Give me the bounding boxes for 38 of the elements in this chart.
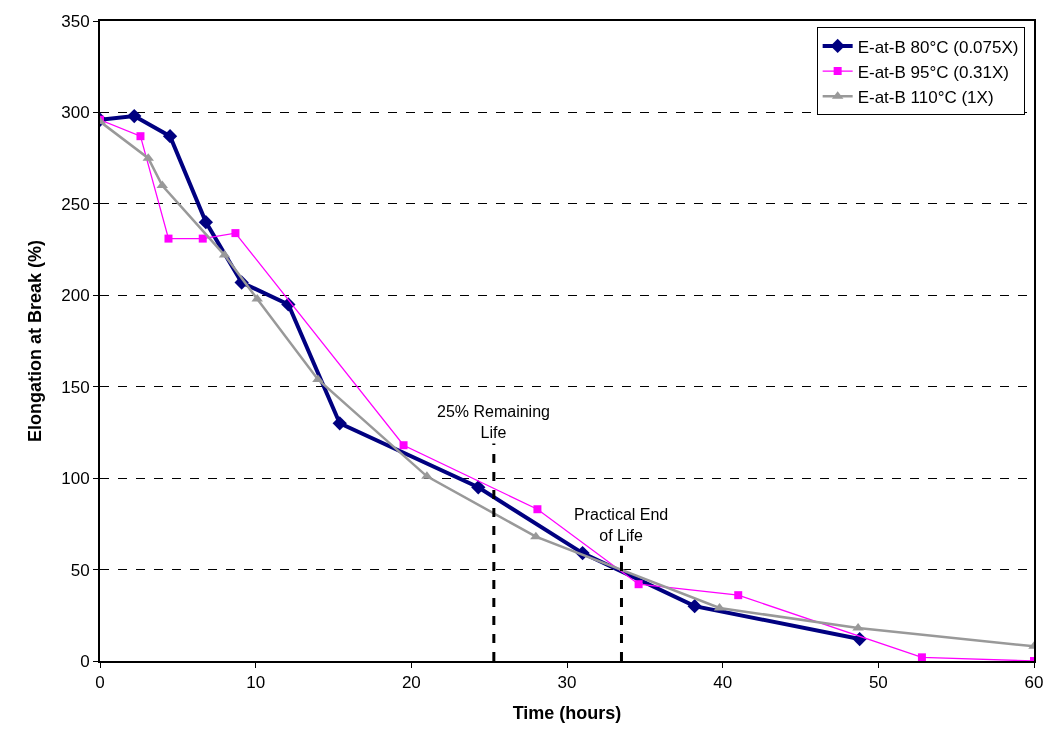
point (136, 132, 145, 141)
y-tick-label: 350 (61, 11, 90, 31)
point (399, 441, 408, 450)
y-tick-label: 100 (61, 469, 90, 489)
x-tick-label: 40 (713, 673, 733, 693)
point (164, 234, 173, 243)
x-tick-label: 10 (246, 673, 266, 693)
y-tick-label: 200 (61, 286, 90, 306)
ref-line-label: Practical End of Life (574, 506, 669, 544)
legend-label: E-at-B 110°C (1X) (857, 87, 994, 107)
x-tick-label: 30 (557, 673, 577, 693)
point (917, 653, 926, 661)
y-axis-title: Elongation at Break (%) (24, 239, 45, 443)
point (231, 229, 240, 238)
point (127, 108, 142, 124)
point (530, 531, 542, 540)
point (198, 234, 207, 243)
x-axis-title: Time (hours) (512, 703, 622, 723)
x-tick-label: 50 (868, 673, 888, 693)
point (533, 505, 542, 514)
y-tick-label: 250 (61, 194, 90, 214)
legend-label: E-at-B 80°C (0.075X) (857, 37, 1019, 57)
point (734, 591, 743, 600)
ref-line-label: 25% Remaining Life (437, 403, 550, 441)
x-tick-label: 0 (95, 673, 105, 693)
y-tick-label: 150 (61, 377, 90, 397)
point (471, 480, 486, 495)
x-tick-label: 20 (401, 673, 421, 693)
y-tick-label: 0 (80, 651, 90, 671)
x-tick-label: 60 (1024, 673, 1044, 693)
point (162, 129, 178, 144)
y-tick-label: 300 (61, 103, 90, 123)
point (687, 598, 702, 614)
point (634, 580, 643, 589)
y-tick-label: 50 (70, 560, 90, 580)
legend-label: E-at-B 95°C (0.31X) (857, 62, 1010, 82)
point (198, 214, 213, 230)
point (332, 416, 347, 431)
